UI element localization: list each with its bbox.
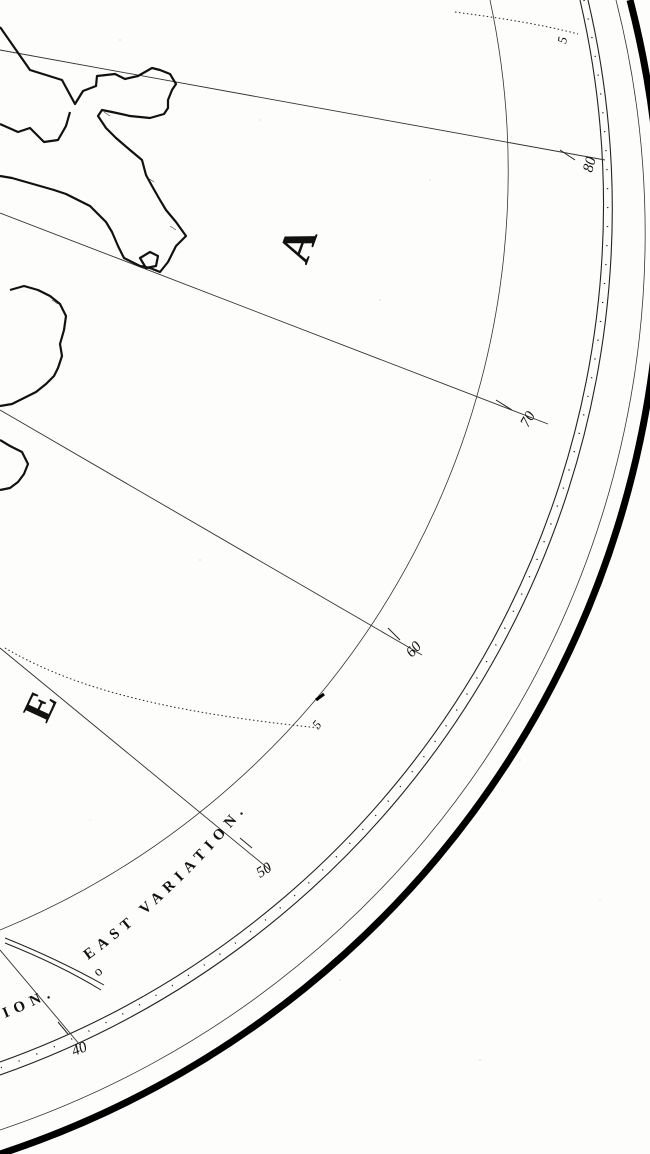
region-letters: A E bbox=[14, 220, 327, 728]
variation-label-partial: ION. bbox=[0, 984, 58, 1022]
meridian-80 bbox=[0, 49, 606, 161]
border-thin-rule-outer bbox=[0, 0, 646, 1131]
variation-mark-5-top: 5 bbox=[554, 35, 570, 44]
variation-zero-mark: o bbox=[91, 964, 106, 980]
coastline-middle bbox=[0, 284, 68, 408]
coastline-inlet bbox=[0, 111, 72, 144]
variation-marks: 5 5 bbox=[309, 35, 570, 732]
latitude-circle bbox=[0, 0, 509, 931]
coastline-peninsula bbox=[0, 26, 188, 274]
paper-texture bbox=[89, 39, 601, 1061]
region-letter-e: E bbox=[14, 685, 66, 728]
graduation-dots bbox=[0, 0, 609, 1069]
degree-label-50: 50 bbox=[254, 860, 276, 882]
meridian-40 bbox=[0, 949, 81, 1046]
region-letter-a: A bbox=[268, 220, 327, 269]
meridian-ticks bbox=[57, 149, 576, 1035]
meridian-70 bbox=[0, 212, 549, 425]
zero-variation-line bbox=[4, 937, 105, 991]
meridian-50 bbox=[0, 647, 271, 871]
latitude-circles bbox=[0, 0, 509, 931]
variation-label-partial-path: ION. bbox=[0, 984, 52, 1022]
variation-curve-top bbox=[454, 11, 579, 35]
meridian-lines bbox=[0, 49, 606, 1046]
variation-tick bbox=[315, 692, 325, 702]
meridian-60 bbox=[0, 409, 423, 656]
variation-label: EAST VARIATION. bbox=[81, 800, 251, 963]
coastline-group bbox=[0, 26, 188, 492]
degree-label-60: 60 bbox=[403, 638, 425, 660]
variation-label-path: EAST VARIATION. bbox=[81, 800, 245, 963]
variation-curve-5 bbox=[4, 647, 321, 729]
degree-label-70: 70 bbox=[518, 409, 540, 430]
degree-labels: 80 70 60 50 40 bbox=[70, 155, 600, 1060]
variation-mark-5-mid: 5 bbox=[309, 717, 325, 732]
graduation-band-inner bbox=[0, 0, 604, 1063]
coastline-islet bbox=[138, 250, 160, 270]
degree-label-80: 80 bbox=[580, 155, 599, 174]
coastline-lower bbox=[0, 439, 30, 492]
degree-label-40: 40 bbox=[70, 1039, 90, 1060]
graduation-band-outer bbox=[0, 0, 613, 1076]
variation-curves bbox=[4, 11, 579, 729]
